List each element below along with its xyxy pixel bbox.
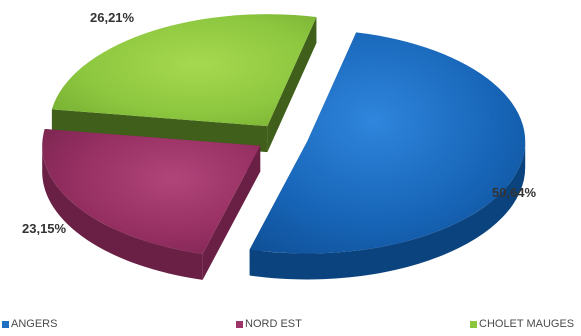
legend: ANGERS NORD EST CHOLET MAUGES xyxy=(0,316,581,336)
legend-item-cholet-mauges: CHOLET MAUGES xyxy=(470,318,574,330)
data-label-nord-est: 23,15% xyxy=(22,221,67,236)
slice-nord-est xyxy=(42,128,261,254)
slice-angers xyxy=(249,32,526,254)
legend-swatch-nord-est xyxy=(236,320,243,328)
rim-angers-0 xyxy=(249,141,526,280)
legend-item-angers: ANGERS xyxy=(2,318,57,330)
data-label-angers: 50,64% xyxy=(492,185,537,200)
rim-nord-est-0 xyxy=(42,145,203,280)
pie-tops xyxy=(42,14,526,254)
legend-swatch-angers xyxy=(2,320,9,328)
wall-cholet-mauges-0 xyxy=(51,109,268,153)
wall-cholet-mauges-1 xyxy=(267,17,317,153)
slice-cholet-mauges xyxy=(51,14,317,127)
legend-label-angers: ANGERS xyxy=(11,318,58,330)
wall-nord-est-0 xyxy=(202,145,261,280)
legend-label-cholet-mauges: CHOLET MAUGES xyxy=(479,318,575,330)
data-label-cholet-mauges: 26,21% xyxy=(90,10,135,25)
legend-swatch-cholet-mauges xyxy=(470,320,477,328)
pie-chart: 50,64% 23,15% 26,21% xyxy=(22,10,537,280)
legend-item-nord-est: NORD EST xyxy=(236,318,302,330)
legend-label-nord-est: NORD EST xyxy=(245,318,302,330)
